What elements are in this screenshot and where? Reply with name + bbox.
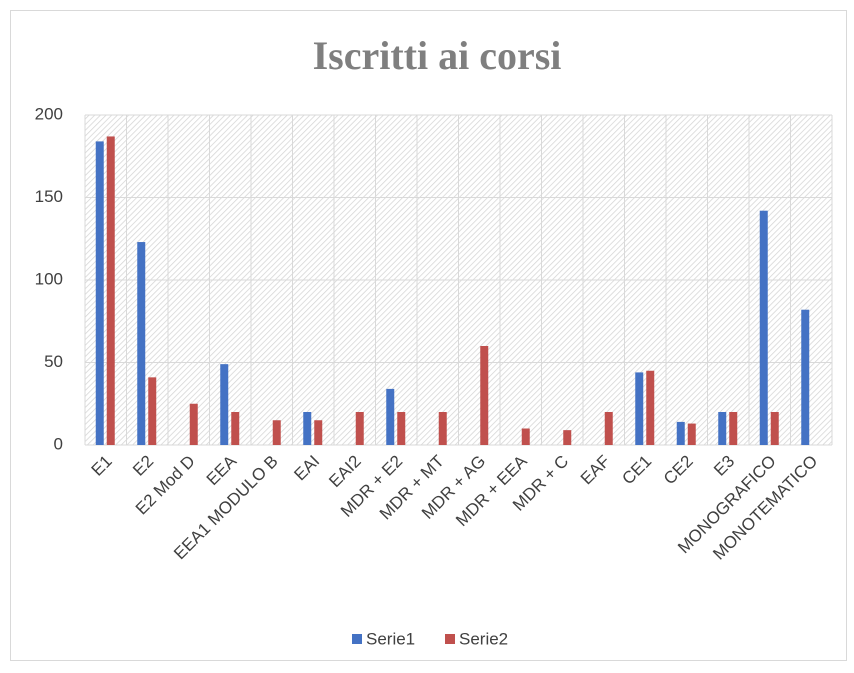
bar <box>635 372 644 445</box>
bar <box>148 377 157 445</box>
bar <box>604 412 613 445</box>
legend-label: Serie2 <box>459 629 508 648</box>
bar <box>272 420 281 445</box>
bar <box>397 412 406 445</box>
bar <box>189 403 198 445</box>
bar <box>106 136 115 445</box>
bar <box>729 412 738 445</box>
y-tick-label: 150 <box>35 187 63 206</box>
y-tick-label: 50 <box>44 352 63 371</box>
bar <box>137 242 146 445</box>
bar <box>231 412 240 445</box>
bar <box>355 412 364 445</box>
bar <box>770 412 779 445</box>
bar <box>480 346 489 445</box>
bar <box>303 412 312 445</box>
bar <box>563 430 572 445</box>
legend-swatch <box>352 634 362 644</box>
bar <box>386 388 395 445</box>
bar <box>687 423 696 445</box>
bar <box>95 141 104 445</box>
bar <box>676 421 685 445</box>
y-tick-label: 100 <box>35 269 63 288</box>
chart-title: Iscritti ai corsi <box>313 33 562 78</box>
bar <box>314 420 323 445</box>
bar <box>801 309 810 445</box>
y-tick-label: 0 <box>54 434 63 453</box>
legend-swatch <box>445 634 455 644</box>
bar <box>759 210 768 445</box>
bar <box>438 412 447 445</box>
bar <box>646 370 655 445</box>
y-tick-label: 200 <box>35 104 63 123</box>
bar <box>718 412 727 445</box>
bar <box>521 428 530 445</box>
legend-label: Serie1 <box>366 629 415 648</box>
bar <box>220 364 229 445</box>
